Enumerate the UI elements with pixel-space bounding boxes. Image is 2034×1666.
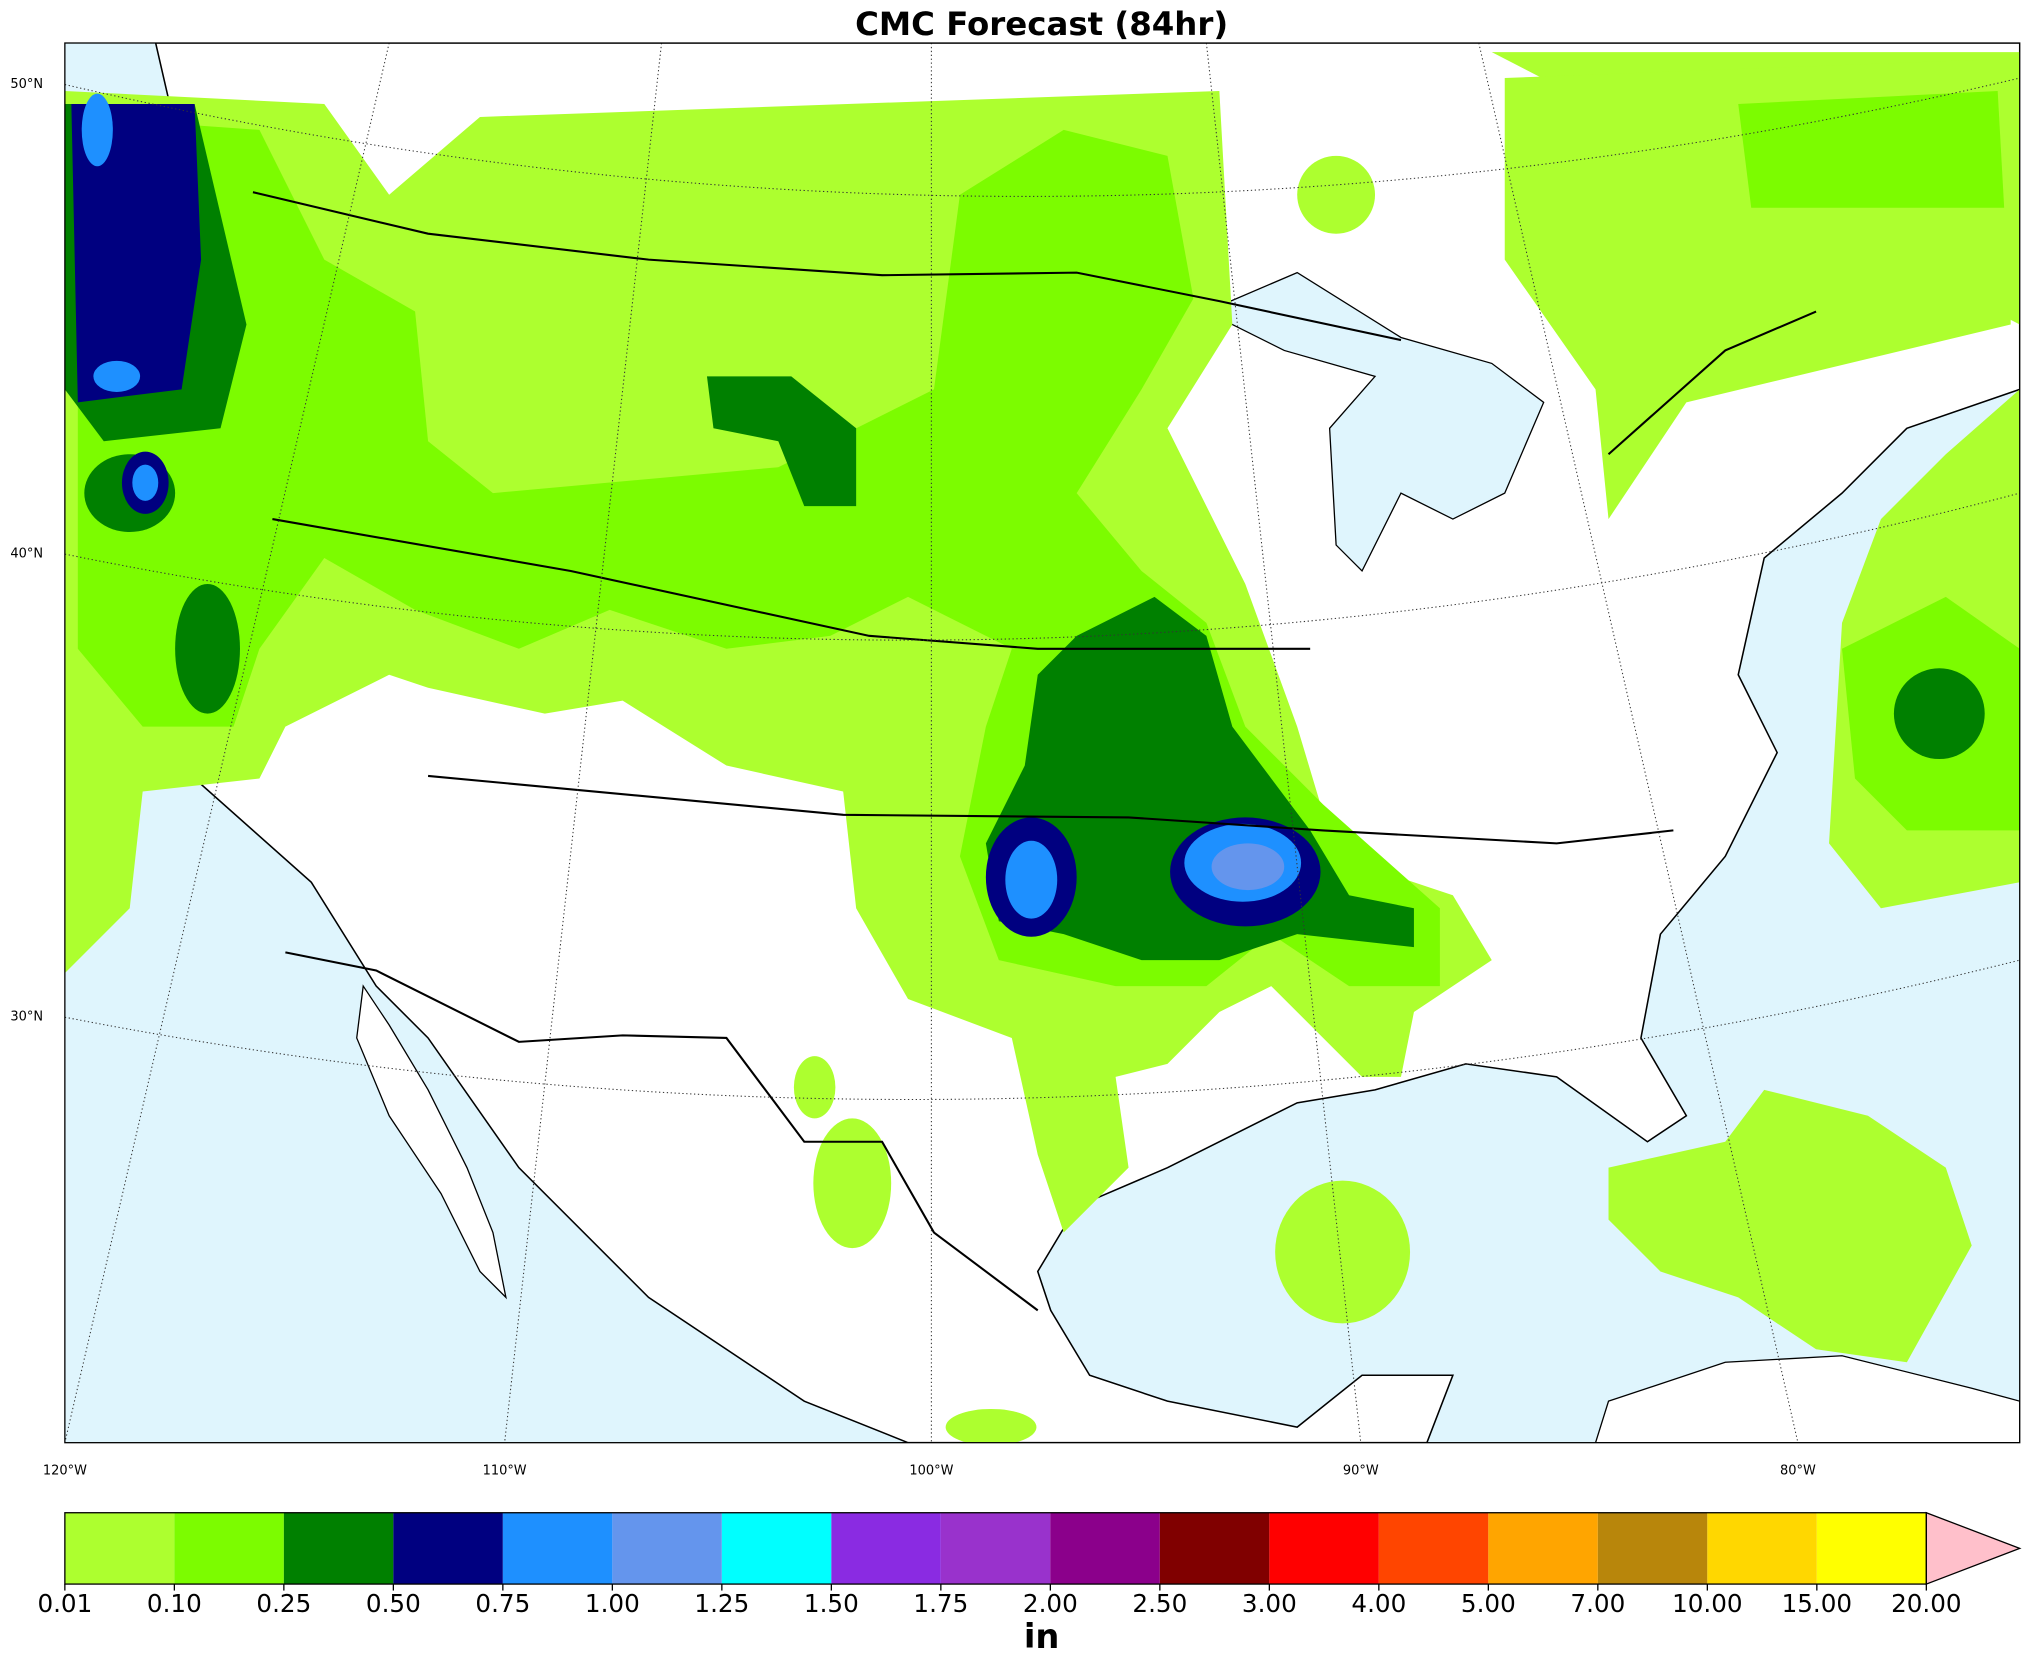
colorbar-tick-label: 2.00 — [1023, 1589, 1078, 1618]
colorbar-extend — [1925, 1511, 2022, 1586]
lat-label: 40°N — [10, 547, 43, 562]
colorbar-tick-label: 0.75 — [475, 1589, 530, 1618]
colorbar-tick-label: 0.25 — [256, 1589, 311, 1618]
colorbar-swatch — [1816, 1512, 1927, 1585]
lon-label: 80°W — [1780, 1464, 1816, 1479]
colorbar-tick-label: 1.75 — [913, 1589, 968, 1618]
colorbar-swatch — [612, 1512, 722, 1585]
colorbar-swatch — [1269, 1512, 1379, 1585]
colorbar-frame — [64, 1512, 1927, 1585]
colorbar-swatch — [1050, 1512, 1160, 1585]
borders — [252, 191, 1817, 1312]
colorbar-swatch — [1488, 1512, 1598, 1585]
colorbar-swatch — [1159, 1512, 1270, 1585]
colorbar-swatch — [831, 1512, 941, 1585]
colorbar-swatch — [1707, 1512, 1817, 1585]
colorbar-tick-label: 15.00 — [1782, 1589, 1852, 1618]
colorbar-swatch — [174, 1512, 284, 1585]
graticule — [64, 43, 2020, 1443]
cuba — [1594, 1355, 2020, 1443]
colorbar-tick-label: 4.00 — [1351, 1589, 1406, 1618]
lat-label: 30°N — [10, 1010, 43, 1025]
lon-label: 100°W — [909, 1464, 953, 1479]
colorbar-tick-label: 0.50 — [366, 1589, 421, 1618]
colorbar-swatch — [64, 1512, 175, 1585]
colorbar-tick-label: 3.00 — [1242, 1589, 1297, 1618]
colorbar-tick-label: 0.10 — [147, 1589, 202, 1618]
colorbar-tick-label: 2.50 — [1132, 1589, 1187, 1618]
colorbar-tick-label: 20.00 — [1891, 1589, 1961, 1618]
colorbar-tick-label: 7.00 — [1570, 1589, 1625, 1618]
colorbar-swatch — [393, 1512, 503, 1585]
lat-label: 50°N — [10, 77, 43, 92]
baja — [356, 984, 507, 1300]
colorbar-swatch — [1378, 1512, 1489, 1585]
colorbar-tick-label: 1.50 — [804, 1589, 859, 1618]
lakes — [1204, 271, 1545, 573]
colorbar-swatch — [1597, 1512, 1708, 1585]
lon-label: 110°W — [483, 1464, 527, 1479]
colorbar-swatch — [721, 1512, 832, 1585]
precip-max — [1211, 843, 1285, 891]
map — [64, 42, 2021, 1444]
lon-label: 120°W — [43, 1464, 87, 1479]
map-title: CMC Forecast (84hr) — [855, 5, 1228, 43]
colorbar-tick-label: 5.00 — [1461, 1589, 1516, 1618]
colorbar-swatch — [283, 1512, 394, 1585]
colorbar-swatch — [940, 1512, 1051, 1585]
colorbar-tick-label: 0.01 — [37, 1589, 92, 1618]
map-frame — [64, 42, 2021, 1444]
colorbar-tick-label: 1.25 — [694, 1589, 749, 1618]
lon-label: 90°W — [1343, 1464, 1379, 1479]
colorbar-label: in — [1024, 1617, 1060, 1656]
colorbar-tick-label: 1.00 — [585, 1589, 640, 1618]
colorbar-swatch — [502, 1512, 613, 1585]
colorbar-tick-label: 10.00 — [1672, 1589, 1742, 1618]
